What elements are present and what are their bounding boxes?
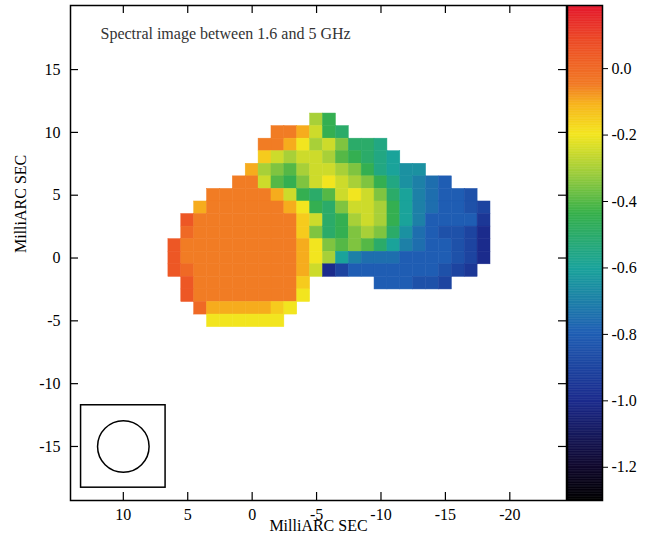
svg-text:5: 5: [184, 506, 192, 523]
svg-text:-5: -5: [47, 312, 60, 329]
svg-text:15: 15: [45, 61, 61, 78]
svg-text:10: 10: [45, 124, 61, 141]
svg-text:-0.6: -0.6: [612, 259, 637, 276]
svg-text:-15: -15: [39, 438, 60, 455]
svg-text:0.0: 0.0: [612, 60, 632, 77]
svg-text:0: 0: [53, 249, 61, 266]
svg-text:-0.2: -0.2: [612, 126, 637, 143]
svg-text:-10: -10: [39, 375, 60, 392]
svg-text:-20: -20: [499, 506, 520, 523]
svg-text:Spectral image between 1.6 and: Spectral image between 1.6 and 5 GHz: [101, 25, 351, 43]
svg-text:-1.2: -1.2: [612, 458, 637, 475]
svg-text:-10: -10: [370, 506, 391, 523]
svg-text:MilliARC SEC: MilliARC SEC: [12, 155, 29, 253]
svg-text:10: 10: [115, 506, 131, 523]
svg-text:-0.8: -0.8: [612, 326, 637, 343]
svg-text:-1.0: -1.0: [612, 392, 637, 409]
svg-text:5: 5: [53, 186, 61, 203]
svg-text:MilliARC SEC: MilliARC SEC: [269, 517, 367, 534]
svg-text:0: 0: [248, 506, 256, 523]
svg-text:-5: -5: [309, 505, 324, 523]
svg-text:-0.4: -0.4: [612, 193, 637, 210]
svg-text:-15: -15: [435, 506, 456, 523]
